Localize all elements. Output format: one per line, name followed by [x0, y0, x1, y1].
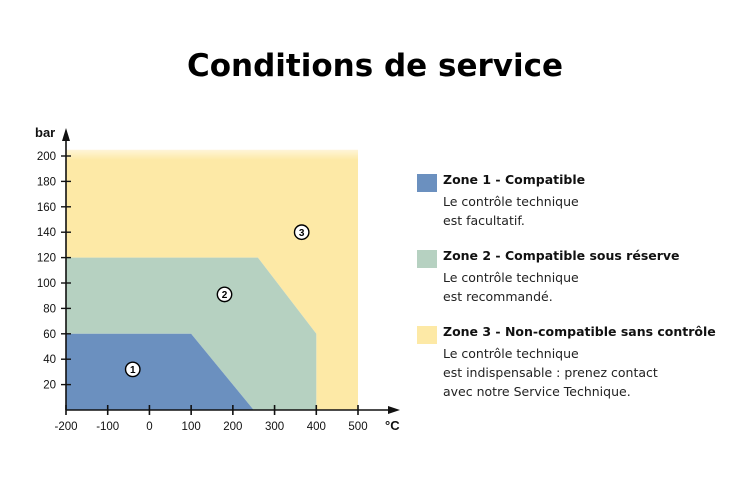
axes: 20 40 60 80 100 120 140 160 180 200 -200 -100 0 100 20…: [35, 125, 400, 433]
zone-2-area: [66, 257, 317, 410]
legend-title: Zone 3 - Non-compatible sans contrôle: [443, 324, 716, 339]
x-tick-label: 300: [265, 421, 284, 433]
svg-text:1: 1: [130, 365, 136, 376]
x-tick-label: 400: [307, 421, 326, 433]
legend-line: Le contrôle technique: [443, 346, 579, 361]
x-tick-label: 100: [182, 421, 201, 433]
top-fade: [66, 142, 360, 160]
legend-line: est facultatif.: [443, 213, 525, 228]
zone-2-swatch: [417, 250, 437, 268]
zone-3-area: [66, 149, 358, 410]
zone-marker-2: 2: [216, 286, 233, 303]
legend-title: Zone 2 - Compatible sous réserve: [443, 248, 680, 263]
y-tick-label: 160: [37, 202, 56, 214]
zone-marker-3: 3: [293, 224, 310, 241]
x-axis-title: °C: [385, 418, 400, 433]
y-tick-label: 120: [37, 253, 56, 265]
zone-3-swatch: [417, 326, 437, 344]
zone-1-area: [66, 333, 254, 410]
legend-line: est indispensable : prenez contact: [443, 365, 658, 380]
page-title: Conditions de service: [187, 48, 563, 84]
legend-description: Le contrôle technique est indispensable …: [443, 344, 658, 401]
zone-1-swatch: [417, 174, 437, 192]
y-tick-label: 60: [43, 329, 56, 341]
x-axis-arrow-icon: [388, 406, 400, 414]
y-tick-label: 40: [43, 354, 56, 366]
x-tick-label: 500: [348, 421, 367, 433]
legend-description: Le contrôle technique est facultatif.: [443, 192, 579, 230]
legend-title: Zone 1 - Compatible: [443, 172, 586, 187]
x-tick-label: 0: [146, 421, 152, 433]
legend-line: avec notre Service Technique.: [443, 384, 631, 399]
y-axis-title: bar: [35, 125, 55, 140]
legend-line: Le contrôle technique: [443, 270, 579, 285]
y-tick-label: 180: [37, 176, 56, 188]
svg-text:2: 2: [222, 290, 228, 301]
y-tick-label: 140: [37, 227, 56, 239]
zone-markers: 1 2 3: [124, 224, 310, 378]
y-tick-label: 80: [43, 303, 56, 315]
x-tick-label: 200: [223, 421, 242, 433]
y-tick-label: 200: [37, 151, 56, 163]
x-tick-label: -200: [54, 421, 77, 433]
y-axis-arrow-icon: [62, 128, 70, 141]
legend-line: est recommandé.: [443, 289, 553, 304]
zone-marker-1: 1: [124, 361, 141, 378]
svg-text:3: 3: [299, 228, 305, 239]
y-tick-label: 100: [37, 278, 56, 290]
legend-description: Le contrôle technique est recommandé.: [443, 268, 579, 306]
plot-area: [66, 142, 360, 410]
legend-line: Le contrôle technique: [443, 194, 579, 209]
y-tick-label: 20: [43, 380, 56, 392]
x-tick-label: -100: [96, 421, 119, 433]
